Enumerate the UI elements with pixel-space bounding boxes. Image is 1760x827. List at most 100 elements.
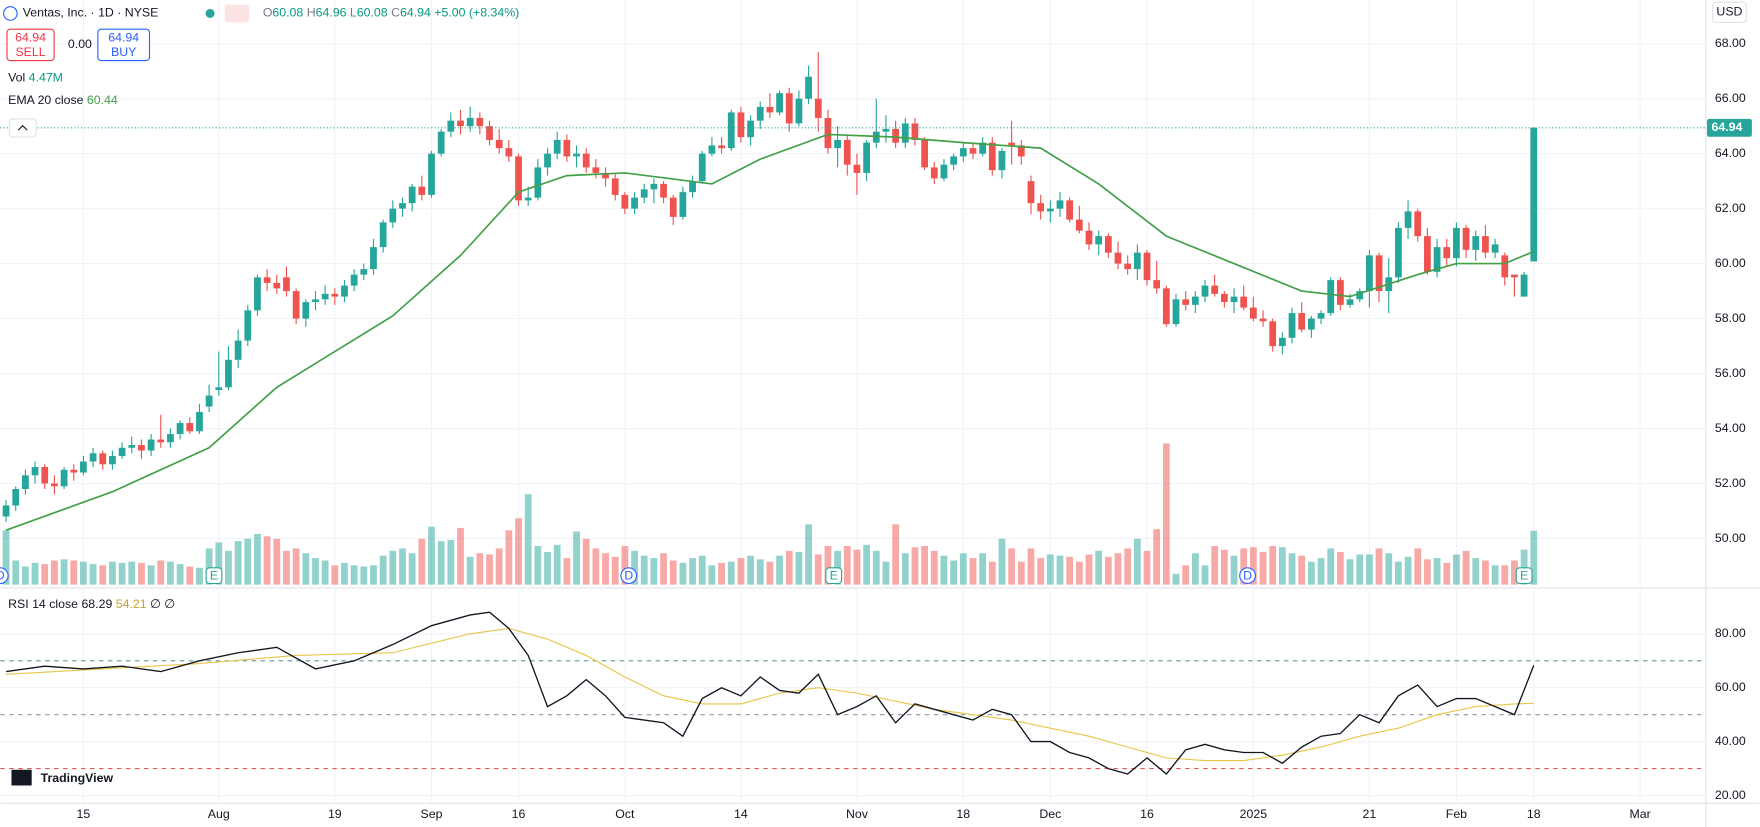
candle-body	[389, 208, 397, 223]
volume-bar	[698, 555, 706, 585]
collapse-button[interactable]	[8, 118, 37, 138]
y-tick-label: 20.00	[1715, 788, 1746, 802]
candle-body	[476, 117, 484, 127]
candle-body	[89, 453, 97, 462]
candle-body	[524, 197, 532, 201]
candle-body	[176, 423, 184, 435]
y-tick-label: 68.00	[1715, 36, 1746, 50]
candle-body	[321, 293, 329, 300]
symbol-title[interactable]: Ventas, Inc. · 1D · NYSE	[23, 6, 159, 20]
volume-bar	[814, 554, 822, 585]
volume-bar	[1501, 565, 1509, 585]
y-tick-label: 40.00	[1715, 734, 1746, 748]
event-marker	[0, 567, 9, 585]
buy-label: BUY	[111, 45, 136, 59]
candle-body	[901, 123, 909, 143]
candle-body	[51, 483, 58, 487]
volume-bar	[959, 553, 967, 585]
candle-body	[1501, 255, 1509, 278]
candle-body	[756, 106, 764, 121]
candle-body	[1482, 236, 1489, 253]
volume-bar	[1017, 561, 1025, 585]
volume-bar	[1530, 530, 1538, 585]
volume-bar	[544, 552, 551, 585]
candle-body	[1153, 280, 1161, 289]
candle-body	[698, 153, 706, 182]
volume-bar	[302, 553, 310, 585]
volume-bar	[1056, 555, 1064, 585]
volume-bar	[80, 561, 87, 585]
ohlc-key: O	[263, 6, 273, 20]
candle-body	[747, 120, 754, 138]
volume-bar	[1482, 560, 1489, 585]
volume-bar	[331, 565, 339, 585]
candle-body	[370, 247, 377, 270]
volume-bar	[1269, 546, 1277, 585]
candle-body	[1346, 299, 1354, 305]
candle-body	[573, 153, 580, 157]
volume-bar	[263, 536, 271, 585]
sell-button[interactable]	[6, 28, 55, 62]
volume-bar	[1143, 550, 1151, 585]
spread: 0.00	[68, 37, 92, 51]
x-tick-label: 18	[956, 807, 970, 821]
ema-value: 60.44	[87, 93, 118, 107]
volume-bar	[1462, 550, 1470, 585]
volume-bar	[186, 566, 194, 585]
compare-button[interactable]	[224, 4, 250, 23]
candle-body	[1327, 280, 1335, 314]
currency-button[interactable]	[1712, 1, 1747, 24]
volume-bar	[486, 554, 493, 585]
candle-body	[853, 164, 861, 173]
candle-body	[128, 445, 136, 448]
y-tick-label: 58.00	[1715, 311, 1746, 325]
candle-body	[437, 131, 445, 154]
candle-body	[592, 167, 600, 173]
change: +5.00 (+8.34%)	[434, 6, 519, 20]
candle-body	[1133, 252, 1141, 270]
volume-bar	[495, 548, 503, 585]
candle-body	[650, 183, 658, 190]
volume-bar	[389, 550, 397, 585]
volume-bar	[341, 562, 348, 585]
candle-body	[418, 186, 426, 195]
volume-bar	[109, 561, 116, 585]
candle-body	[1395, 227, 1402, 278]
rsi-ma-line	[6, 627, 1534, 762]
volume-bar	[1172, 573, 1180, 585]
volume-bar	[988, 561, 996, 585]
y-tick-label: 56.00	[1715, 366, 1746, 380]
volume-bar	[515, 518, 522, 585]
logo-text: TradingView	[41, 771, 114, 785]
volume-bar	[737, 558, 745, 585]
volume-bar	[1027, 548, 1035, 585]
candle-body	[215, 387, 223, 391]
volume-bar	[872, 550, 880, 585]
volume-bar	[273, 538, 281, 585]
y-tick-label: 62.00	[1715, 201, 1746, 215]
volume-bar	[1191, 553, 1199, 585]
candle-body	[1220, 293, 1228, 303]
volume-bar	[1366, 554, 1373, 585]
volume-bar	[457, 527, 464, 585]
y-tick-label: 64.00	[1715, 146, 1746, 160]
candle-body	[1191, 296, 1199, 305]
candle-body	[1114, 252, 1122, 264]
volume-bar	[60, 559, 68, 585]
volume-bar	[650, 558, 658, 585]
volume-bar	[1395, 561, 1402, 585]
volume-bar	[592, 548, 600, 585]
volume-bar	[756, 559, 764, 585]
candle-body	[225, 359, 232, 388]
volume-bar	[1037, 558, 1045, 585]
event-label: D	[1243, 568, 1252, 582]
volume-bar	[1317, 558, 1325, 585]
candle-body	[196, 412, 203, 432]
candle-body	[1520, 274, 1528, 297]
candle-body	[534, 167, 542, 198]
x-tick-label: Nov	[846, 807, 869, 821]
buy-button[interactable]	[97, 28, 151, 62]
